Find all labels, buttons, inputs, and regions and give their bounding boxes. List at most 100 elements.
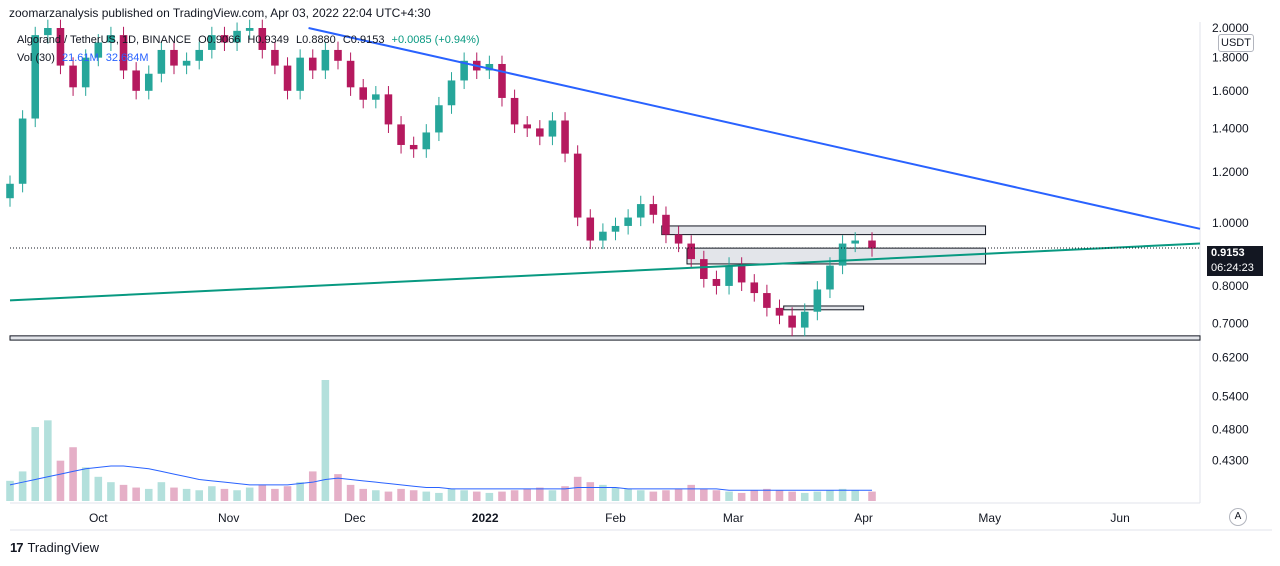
- candle-body: [561, 120, 569, 154]
- volume-bar: [397, 488, 405, 501]
- x-tick-label-5: Mar: [723, 511, 744, 525]
- volume-bar: [586, 482, 595, 501]
- volume-bar: [182, 488, 191, 501]
- volume-bar: [725, 491, 733, 501]
- y-tick-label-0: 2.0000: [1212, 21, 1249, 35]
- auto-scale-button[interactable]: A: [1229, 508, 1247, 526]
- candle-body: [750, 282, 759, 294]
- low-value: L0.8880: [296, 34, 336, 46]
- volume-bar: [157, 482, 166, 501]
- volume-bar: [687, 484, 695, 501]
- volume-bar: [851, 490, 859, 501]
- trendline-green: [9, 242, 1201, 302]
- volume-bar: [18, 471, 27, 501]
- candle-body: [271, 49, 279, 66]
- volume-value-2: 32.684M: [105, 52, 149, 64]
- volume-bar: [636, 490, 645, 501]
- candle-body: [624, 217, 632, 226]
- candle-body: [107, 35, 115, 43]
- candle-body: [359, 87, 367, 100]
- volume-bar: [283, 486, 292, 501]
- currency-button[interactable]: USDT: [1218, 34, 1254, 52]
- volume-bar: [750, 490, 759, 501]
- volume-bar: [170, 487, 178, 501]
- candle-body: [662, 214, 670, 235]
- candle-body: [447, 80, 456, 106]
- volume-bar: [346, 484, 355, 501]
- volume-bar: [700, 488, 708, 501]
- y-tick-label-6: 0.8000: [1212, 279, 1249, 293]
- candle-body: [208, 35, 216, 50]
- volume-bar: [56, 460, 65, 501]
- candle-body: [800, 311, 809, 328]
- volume-value-1: 21.61M: [61, 52, 99, 64]
- volume-bar: [31, 427, 40, 501]
- volume-bar: [220, 488, 229, 501]
- candle-body: [245, 28, 254, 31]
- tradingview-logo-icon: 17: [10, 540, 24, 555]
- candle-body: [510, 97, 519, 125]
- volume-bar: [611, 487, 620, 501]
- volume-bar: [69, 447, 77, 501]
- volume-bar: [359, 488, 367, 501]
- open-value: O0.9066: [198, 34, 241, 46]
- symbol-name[interactable]: Algorand / TetherUS, 1D, BINANCE: [17, 34, 192, 46]
- candle-body: [826, 265, 834, 290]
- volume-bar: [573, 476, 582, 501]
- x-tick-label-8: Jun: [1110, 511, 1129, 525]
- candle-body: [81, 57, 90, 88]
- y-tick-label-4: 1.2000: [1212, 165, 1249, 179]
- candle-body: [611, 225, 620, 232]
- volume-bar: [447, 488, 456, 501]
- volume-bar: [485, 492, 494, 501]
- candle-body: [233, 30, 241, 43]
- volume-bar: [119, 484, 128, 501]
- volume-label[interactable]: Vol (30): [17, 52, 55, 64]
- y-tick-label-9: 0.5400: [1212, 390, 1249, 404]
- candle-body: [69, 65, 77, 88]
- volume-bar: [409, 490, 418, 501]
- volume-bar: [321, 380, 330, 501]
- volume-bar: [208, 486, 216, 501]
- x-tick-label-2: Dec: [344, 511, 365, 525]
- volume-bar: [838, 488, 847, 501]
- bar-countdown: 06:24:23: [1211, 262, 1254, 274]
- candle-body: [346, 60, 355, 88]
- volume-bar: [826, 490, 834, 501]
- volume-bar: [763, 488, 771, 501]
- volume-bar: [775, 490, 784, 501]
- volume-bar: [674, 488, 683, 501]
- volume-bar: [334, 474, 342, 501]
- candle-body: [56, 28, 65, 66]
- candle-body: [384, 94, 393, 125]
- candle-body: [372, 94, 380, 100]
- y-tick-label-3: 1.4000: [1212, 121, 1249, 135]
- candle-body: [422, 132, 431, 150]
- candle-body: [308, 57, 317, 71]
- volume-bar: [472, 491, 481, 501]
- candle-body: [334, 49, 342, 61]
- volume-bar: [384, 491, 393, 501]
- candle-body: [258, 28, 267, 50]
- zone-rectangle-1: [686, 247, 987, 265]
- volume-bar: [258, 484, 267, 501]
- candle-body: [296, 57, 304, 91]
- candle-body: [157, 49, 166, 74]
- volume-bar: [599, 484, 607, 501]
- candle-body: [94, 42, 103, 58]
- x-tick-label-0: Oct: [89, 511, 108, 525]
- y-tick-label-8: 0.6200: [1212, 351, 1249, 365]
- y-tick-label-5: 1.0000: [1212, 216, 1249, 230]
- x-tick-label-4: Feb: [605, 511, 626, 525]
- publisher-header: zoomarzanalysis published on TradingView…: [9, 6, 431, 20]
- volume-bar: [144, 488, 153, 501]
- candle-body: [6, 183, 14, 199]
- current-price-tag: 0.9153 06:24:23: [1207, 246, 1263, 276]
- volume-bar: [712, 490, 721, 501]
- candle-body: [649, 204, 658, 215]
- volume-bar: [422, 491, 431, 501]
- candle-body: [573, 153, 582, 218]
- candle-body: [813, 289, 822, 312]
- candle-body: [536, 128, 544, 137]
